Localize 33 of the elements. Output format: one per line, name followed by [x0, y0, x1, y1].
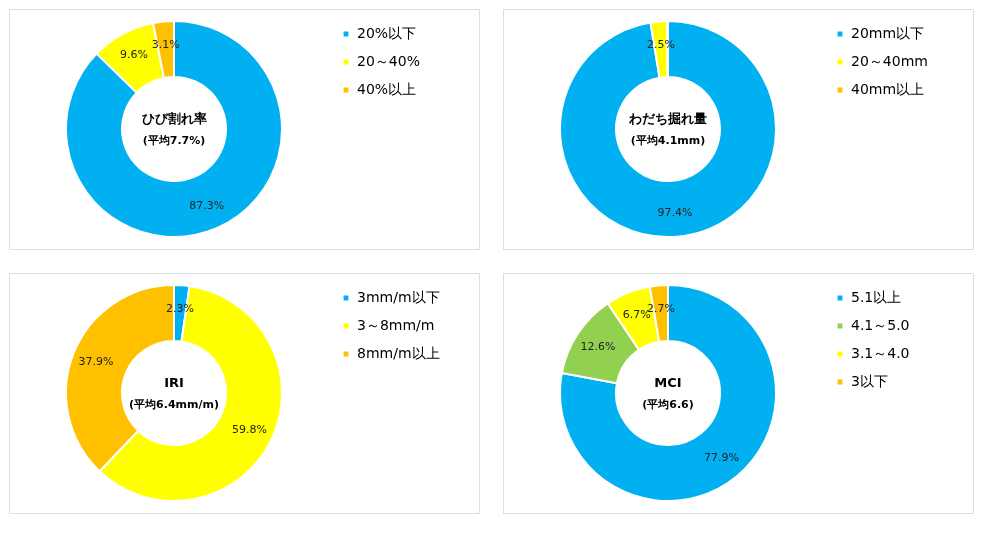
text: (平均6.4mm/m) — [129, 398, 219, 411]
legend-label: 40%以上 — [357, 81, 417, 97]
legend-label: 20～40% — [357, 53, 420, 69]
legend-label: 5.1以上 — [851, 289, 902, 305]
legend-label: 40mm以上 — [851, 81, 925, 97]
data-label: 12.6% — [580, 339, 616, 353]
text: (平均4.1mm) — [630, 134, 706, 147]
data-label: 2.3% — [166, 302, 195, 316]
text: (平均7.7%) — [142, 134, 206, 147]
data-label: 59.8% — [232, 422, 268, 436]
data-label: 87.3% — [189, 199, 225, 213]
legend-label: 3～8mm/m — [357, 317, 435, 333]
legend-label: 3.1～4.0 — [851, 345, 910, 361]
text: IRI — [164, 375, 184, 390]
legend-label: 20mm以下 — [851, 25, 925, 41]
data-label: 97.4% — [657, 205, 693, 219]
text: MCI — [654, 375, 682, 390]
legend-label: 20%以下 — [357, 25, 417, 41]
text: ひび割れ率 — [141, 111, 207, 126]
legend-label: 20～40mm — [851, 53, 928, 69]
donut-slice — [559, 284, 777, 502]
data-label: 77.9% — [704, 450, 740, 464]
legend-label: 4.1～5.0 — [851, 317, 910, 333]
text: わだち掘れ量 — [628, 111, 707, 126]
legend-label: 8mm/m以上 — [357, 345, 440, 361]
donut-slice — [559, 20, 777, 238]
legend-label: 3mm/m以下 — [357, 289, 440, 305]
legend-label: 3以下 — [851, 373, 888, 389]
data-label: 37.9% — [78, 354, 114, 368]
data-label: 9.6% — [120, 48, 148, 62]
text: (平均6.6) — [642, 398, 694, 411]
donut-slice — [65, 20, 283, 238]
data-label: 2.5% — [646, 38, 675, 52]
